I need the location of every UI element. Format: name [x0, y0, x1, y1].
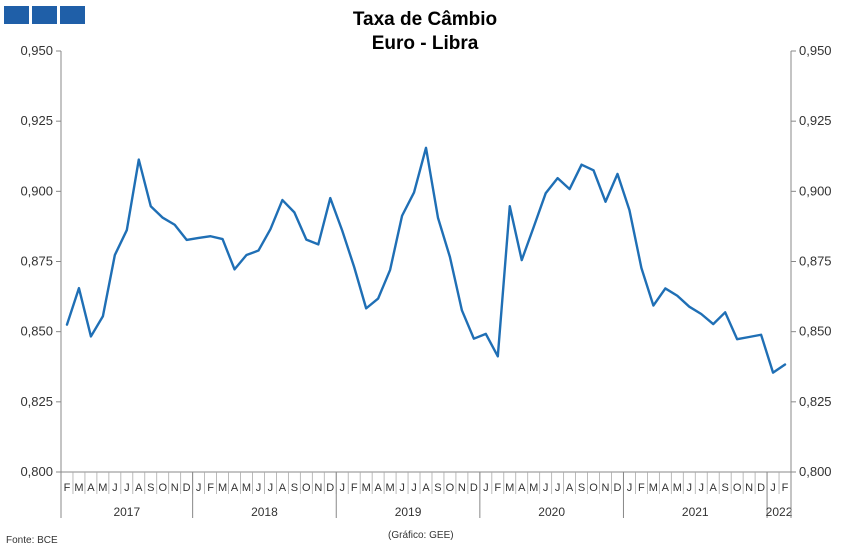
x-month-label: J	[256, 482, 262, 494]
x-month-label: M	[218, 482, 227, 494]
y-tick-label-right: 0,850	[799, 324, 832, 339]
x-month-label: M	[505, 482, 514, 494]
x-month-label: O	[446, 482, 455, 494]
x-month-label: D	[470, 482, 478, 494]
x-month-label: F	[638, 482, 645, 494]
logo-block-1	[4, 6, 29, 24]
chart-subtitle: Euro - Libra	[371, 33, 479, 54]
x-month-label: A	[710, 482, 718, 494]
x-month-label: F	[64, 482, 71, 494]
x-year-label: 2017	[113, 505, 140, 519]
y-tick-label-right: 0,900	[799, 183, 832, 198]
x-month-label: D	[613, 482, 621, 494]
x-month-label: O	[589, 482, 598, 494]
x-month-label: M	[649, 482, 658, 494]
x-month-label: J	[770, 482, 776, 494]
x-month-label: J	[268, 482, 274, 494]
y-tick-label-right: 0,825	[799, 394, 832, 409]
x-year-label: 2018	[251, 505, 278, 519]
x-month-label: J	[112, 482, 118, 494]
x-month-label: S	[722, 482, 729, 494]
y-tick-label-left: 0,950	[20, 43, 53, 58]
x-month-label: F	[351, 482, 358, 494]
y-tick-label-left: 0,875	[20, 254, 53, 269]
x-month-label: J	[399, 482, 405, 494]
x-month-label: A	[231, 482, 239, 494]
x-month-label: M	[529, 482, 538, 494]
chart-title: Taxa de Câmbio	[352, 9, 498, 30]
x-month-label: O	[733, 482, 742, 494]
y-tick-label-left: 0,850	[20, 324, 53, 339]
x-month-label: S	[434, 482, 441, 494]
x-month-label: F	[782, 482, 789, 494]
y-tick-label-right: 0,950	[799, 43, 832, 58]
x-month-label: N	[171, 482, 179, 494]
x-month-label: A	[566, 482, 574, 494]
x-month-label: N	[458, 482, 466, 494]
x-year-label: 2020	[538, 505, 565, 519]
x-month-label: A	[422, 482, 430, 494]
x-month-label: A	[279, 482, 287, 494]
series-line	[65, 146, 787, 374]
x-month-label: M	[362, 482, 371, 494]
x-month-label: J	[627, 482, 633, 494]
x-month-label: A	[662, 482, 670, 494]
x-month-label: S	[291, 482, 298, 494]
x-month-label: M	[98, 482, 107, 494]
y-tick-label-right: 0,925	[799, 113, 832, 128]
y-tick-label-right: 0,800	[799, 464, 832, 479]
x-month-label: N	[314, 482, 322, 494]
x-month-label: D	[757, 482, 765, 494]
x-month-label: A	[135, 482, 143, 494]
x-month-label: J	[698, 482, 704, 494]
x-year-label: 2022	[766, 505, 793, 519]
x-year-label: 2021	[682, 505, 709, 519]
y-tick-label-right: 0,875	[799, 254, 832, 269]
chart-credit: (Gráfico: GEE)	[388, 530, 454, 541]
x-month-label: A	[87, 482, 95, 494]
x-month-label: F	[207, 482, 214, 494]
x-month-label: M	[242, 482, 251, 494]
x-month-label: J	[339, 482, 345, 494]
x-month-label: M	[673, 482, 682, 494]
x-month-label: O	[302, 482, 311, 494]
y-tick-label-left: 0,925	[20, 113, 53, 128]
chart-title-block: Taxa de Câmbio Euro - Libra	[0, 8, 850, 56]
source-note: Fonte: BCE	[6, 535, 58, 546]
y-tick-label-left: 0,800	[20, 464, 53, 479]
logo	[4, 6, 85, 24]
x-month-label: J	[543, 482, 549, 494]
x-month-label: O	[158, 482, 167, 494]
x-month-label: N	[745, 482, 753, 494]
y-tick-label-left: 0,825	[20, 394, 53, 409]
logo-block-3	[60, 6, 85, 24]
x-month-label: D	[183, 482, 191, 494]
logo-block-2	[32, 6, 57, 24]
x-month-label: J	[124, 482, 130, 494]
x-month-label: J	[687, 482, 693, 494]
x-month-label: M	[74, 482, 83, 494]
y-tick-label-left: 0,900	[20, 183, 53, 198]
x-month-label: F	[494, 482, 501, 494]
x-month-label: M	[386, 482, 395, 494]
x-month-label: J	[411, 482, 417, 494]
x-month-label: N	[602, 482, 610, 494]
x-month-label: J	[555, 482, 561, 494]
x-month-label: A	[374, 482, 382, 494]
x-month-label: S	[578, 482, 585, 494]
x-month-label: A	[518, 482, 526, 494]
x-month-label: D	[326, 482, 334, 494]
x-month-label: J	[483, 482, 489, 494]
x-month-label: J	[196, 482, 202, 494]
x-month-label: S	[147, 482, 154, 494]
x-year-label: 2019	[395, 505, 422, 519]
